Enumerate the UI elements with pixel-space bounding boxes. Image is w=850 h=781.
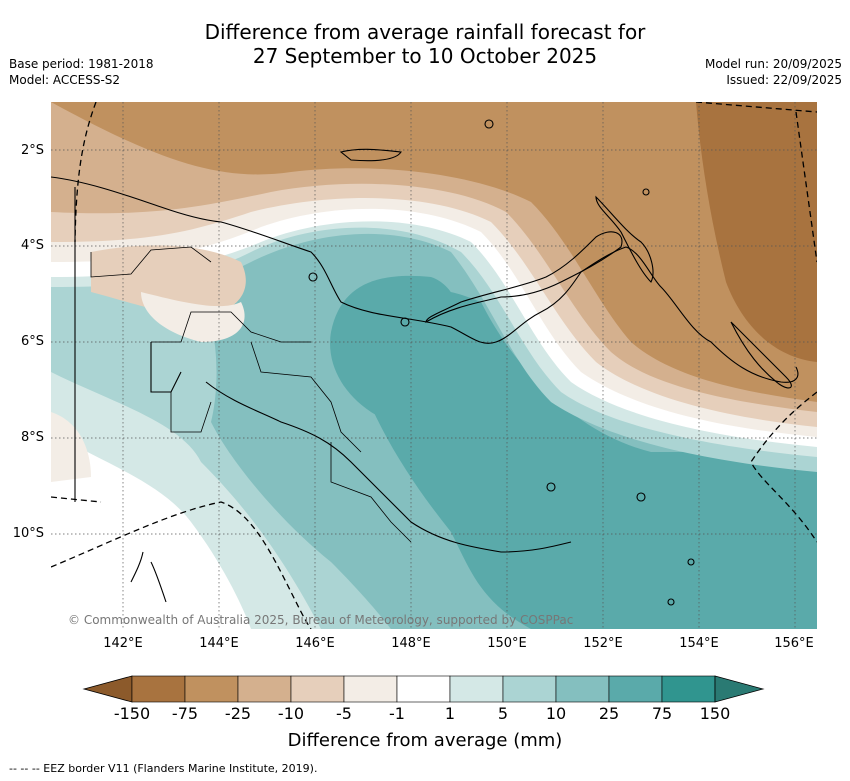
fill-teal-central [330,275,465,422]
colorbar-extend-low [82,675,133,703]
lon-label: 154°E [679,636,719,651]
colorbar-segment [237,675,292,703]
colorbar-segment [555,675,610,703]
meta-left: Base period: 1981-2018 Model: ACCESS-S2 [9,56,154,88]
lon-label: 144°E [199,636,239,651]
colorbar-segment [608,675,663,703]
colorbar-segment [502,675,557,703]
colorbar-title: Difference from average (mm) [287,730,563,751]
title-line-1: Difference from average rainfall forecas… [204,20,646,44]
colorbar-tick-label: 75 [651,704,673,723]
lon-label: 156°E [774,636,814,651]
lat-label: 10°S [12,526,44,541]
colorbar-segment [343,675,398,703]
colorbar-tick-label: 150 [699,704,731,723]
colorbar-tick-label: 5 [497,704,509,723]
fill-offwhite-sw [51,412,91,482]
model-name: Model: ACCESS-S2 [9,73,121,87]
fill-brown [51,102,817,402]
colorbar [82,675,765,703]
lon-label: 148°E [391,636,431,651]
colorbar-tick-label: 25 [598,704,620,723]
colorbar-tick-label: -1 [389,704,405,723]
fill-teal-strong [351,290,817,629]
fill-white-sw [51,432,251,629]
fill-dark-brown [696,102,817,362]
lon-label: 146°E [295,636,335,651]
colorbar-segment [661,675,716,703]
title-line-2: 27 September to 10 October 2025 [252,44,598,68]
lat-label: 2°S [20,143,44,158]
colorbar-segment [184,675,239,703]
meta-right: Model run: 20/09/2025 Issued: 22/09/2025 [705,56,842,88]
base-period: Base period: 1981-2018 [9,57,154,71]
lat-label: 6°S [20,334,44,349]
fill-png-west-tan [91,245,246,315]
eez-borders [51,102,817,629]
map-title: Difference from average rainfall forecas… [0,20,850,68]
colorbar-segment [131,675,186,703]
map-canvas [51,102,817,629]
colorbar-tick-label: 1 [444,704,456,723]
colorbar-tick-label: -10 [277,704,305,723]
province-boundaries [90,246,412,543]
colorbar-tick-label: -75 [171,704,199,723]
colorbar-tick-label: -150 [113,704,151,723]
lat-label: 4°S [20,238,44,253]
lon-label: 150°E [487,636,527,651]
lon-label: 142°E [103,636,143,651]
lat-label: 8°S [20,430,44,445]
issued-date: Issued: 22/09/2025 [726,73,842,87]
colorbar-tick-label: -25 [224,704,252,723]
eez-legend-footer: -- -- -- EEZ border V11 (Flanders Marine… [9,762,318,775]
colorbar-tick-label: 10 [545,704,567,723]
fill-png-west-offwhite [141,292,245,342]
coastlines [51,119,799,606]
colorbar-segment [449,675,504,703]
model-run: Model run: 20/09/2025 [704,57,842,71]
colorbar-segment [396,675,451,703]
copyright-notice: © Commonwealth of Australia 2025, Bureau… [68,613,574,627]
colorbar-extend-high [714,675,765,703]
colorbar-tick-label: -5 [336,704,352,723]
rainfall-map[interactable] [51,102,817,629]
lon-label: 152°E [583,636,623,651]
colorbar-segment [290,675,345,703]
